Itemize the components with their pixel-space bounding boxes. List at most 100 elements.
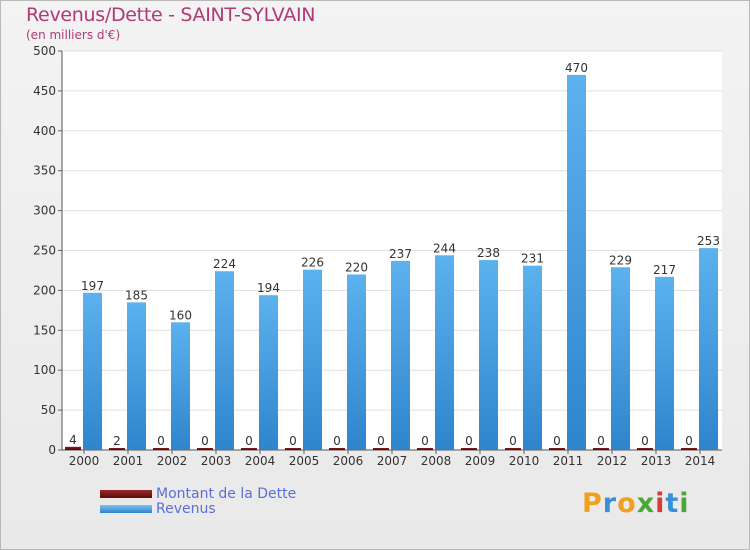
chart-subtitle: (en milliers d'€) — [26, 28, 121, 42]
x-tick-label: 2002 — [157, 454, 188, 468]
data-label-dette: 2 — [113, 434, 121, 448]
data-label-revenus: 217 — [653, 263, 676, 277]
logo-letter: x — [636, 488, 656, 519]
data-label-dette: 0 — [289, 434, 297, 448]
x-tick-label: 2004 — [245, 454, 276, 468]
legend-swatch-revenus — [100, 505, 152, 513]
data-label-revenus: 470 — [565, 61, 588, 75]
chart-title: Revenus/Dette - SAINT-SYLVAIN — [26, 4, 316, 26]
x-tick-label: 2011 — [553, 454, 584, 468]
bar-revenus — [523, 265, 542, 450]
bar-revenus — [435, 255, 454, 450]
bar-revenus — [391, 260, 410, 450]
data-label-dette: 0 — [201, 434, 209, 448]
x-tick-label: 2003 — [201, 454, 232, 468]
x-tick-label: 2010 — [509, 454, 540, 468]
x-tick-label: 2000 — [69, 454, 100, 468]
data-label-dette: 0 — [509, 434, 517, 448]
bar-dette — [241, 448, 257, 450]
bar-revenus — [347, 274, 366, 450]
data-label-dette: 0 — [377, 434, 385, 448]
data-label-revenus: 238 — [477, 246, 500, 260]
data-label-dette: 0 — [157, 434, 165, 448]
x-tick-label: 2006 — [333, 454, 364, 468]
proxiti-logo: Proxiti — [582, 488, 690, 519]
bar-dette — [681, 448, 697, 450]
logo-letter: P — [582, 488, 603, 519]
data-label-revenus: 229 — [609, 253, 632, 267]
bar-revenus — [215, 271, 234, 450]
y-tick-label: 500 — [33, 44, 56, 58]
bar-dette — [65, 446, 81, 450]
y-tick-label: 0 — [48, 443, 56, 457]
legend-swatch-dette — [100, 490, 152, 498]
bar-revenus — [171, 322, 190, 450]
y-tick-label: 200 — [33, 283, 56, 297]
data-label-revenus: 244 — [433, 241, 456, 255]
logo-letter: i — [655, 488, 666, 519]
bar-dette — [373, 448, 389, 450]
x-tick-label: 2013 — [641, 454, 672, 468]
logo-letter: o — [617, 488, 637, 519]
legend-item-revenus: Revenus — [100, 501, 216, 517]
data-label-dette: 0 — [333, 434, 341, 448]
y-tick-label: 250 — [33, 244, 56, 258]
bar-revenus — [567, 74, 586, 450]
bar-dette — [593, 448, 609, 450]
y-tick-label: 300 — [33, 204, 56, 218]
bar-dette — [285, 448, 301, 450]
x-tick-label: 2007 — [377, 454, 408, 468]
data-label-revenus: 253 — [697, 234, 720, 248]
y-tick-label: 50 — [41, 403, 56, 417]
x-tick-label: 2012 — [597, 454, 628, 468]
data-label-revenus: 220 — [345, 260, 368, 274]
data-label-revenus: 197 — [81, 279, 104, 293]
data-label-revenus: 224 — [213, 257, 236, 271]
data-label-dette: 0 — [553, 434, 561, 448]
y-tick-label: 450 — [33, 84, 56, 98]
data-label-revenus: 194 — [257, 281, 280, 295]
x-tick-label: 2005 — [289, 454, 320, 468]
y-tick-label: 150 — [33, 323, 56, 337]
data-label-revenus: 237 — [389, 247, 412, 261]
x-tick-label: 2008 — [421, 454, 452, 468]
data-label-dette: 0 — [421, 434, 429, 448]
bar-revenus — [127, 302, 146, 450]
bar-revenus — [83, 292, 102, 450]
logo-letter: i — [679, 488, 690, 519]
bar-dette — [109, 448, 125, 450]
bar-dette — [329, 448, 345, 450]
y-tick-label: 350 — [33, 164, 56, 178]
data-label-dette: 0 — [465, 434, 473, 448]
data-label-dette: 4 — [69, 433, 77, 447]
y-tick-label: 400 — [33, 124, 56, 138]
x-tick-label: 2001 — [113, 454, 144, 468]
logo-letter: t — [665, 488, 680, 519]
bar-revenus — [699, 248, 718, 450]
bar-revenus — [655, 276, 674, 450]
legend-label-revenus: Revenus — [156, 501, 216, 517]
legend-item-dette: Montant de la Dette — [100, 486, 296, 502]
data-label-revenus: 160 — [169, 308, 192, 322]
legend-label-dette: Montant de la Dette — [156, 486, 297, 502]
data-label-dette: 0 — [641, 434, 649, 448]
x-tick-label: 2009 — [465, 454, 496, 468]
bar-revenus — [303, 269, 322, 450]
x-tick-label: 2014 — [685, 454, 716, 468]
bar-dette — [637, 448, 653, 450]
data-label-revenus: 226 — [301, 256, 324, 270]
y-tick-label: 100 — [33, 363, 56, 377]
bar-dette — [153, 448, 169, 450]
bar-dette — [549, 448, 565, 450]
bar-dette — [197, 448, 213, 450]
logo-letter: r — [602, 488, 618, 519]
bar-dette — [417, 448, 433, 450]
data-label-dette: 0 — [597, 434, 605, 448]
data-label-dette: 0 — [685, 434, 693, 448]
data-label-revenus: 231 — [521, 252, 544, 266]
bar-dette — [505, 448, 521, 450]
bar-revenus — [611, 267, 630, 450]
bar-dette — [461, 448, 477, 450]
data-label-revenus: 185 — [125, 288, 148, 302]
